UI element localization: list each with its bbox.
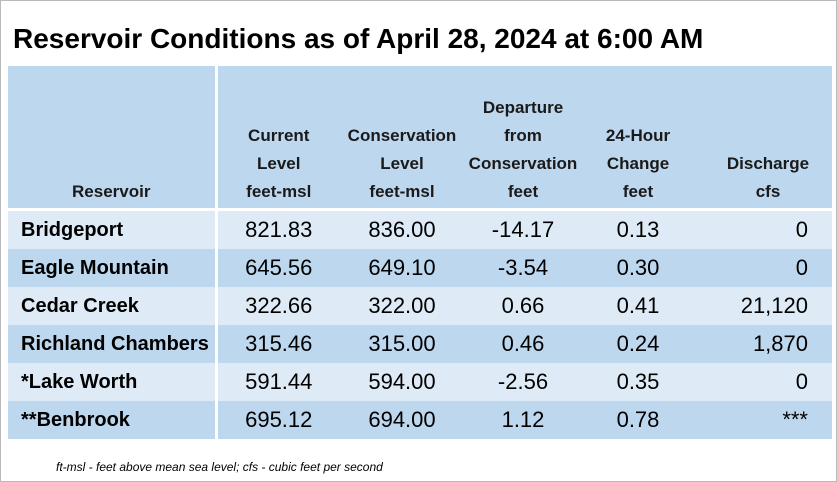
- cell-conservation-level: 322.00: [340, 287, 464, 325]
- cell-conservation-level: 315.00: [340, 325, 464, 363]
- header-line: Change: [606, 154, 670, 173]
- cell-24-hour-change: 0.41: [582, 287, 694, 325]
- cell-reservoir: Cedar Creek: [8, 287, 218, 325]
- header-line: Departure: [482, 98, 564, 117]
- header-line: from: [504, 126, 542, 145]
- header-row: Reservoir Current Level feet-msl Conservat…: [8, 66, 832, 211]
- cell-conservation-level: 836.00: [340, 209, 464, 249]
- cell-discharge: 0: [694, 249, 832, 287]
- cell-departure: -14.17: [464, 209, 582, 249]
- cell-discharge: 0: [694, 363, 832, 401]
- header-24-hour-change: 24-Hour Change feet: [582, 66, 694, 211]
- cell-departure: -3.54: [464, 249, 582, 287]
- reservoir-table: Reservoir Current Level feet-msl Conservat…: [8, 66, 832, 439]
- header-line: feet-msl: [369, 182, 435, 201]
- cell-24-hour-change: 0.78: [582, 401, 694, 439]
- cell-24-hour-change: 0.24: [582, 325, 694, 363]
- cell-24-hour-change: 0.30: [582, 249, 694, 287]
- cell-discharge: 21,120: [694, 287, 832, 325]
- footnote: ft-msl - feet above mean sea level; cfs …: [56, 460, 383, 474]
- cell-reservoir: Eagle Mountain: [8, 249, 218, 287]
- header-line: Level: [257, 154, 301, 173]
- header-line: feet-msl: [246, 182, 312, 201]
- cell-discharge: ***: [694, 401, 832, 439]
- header-line: Reservoir: [72, 182, 151, 201]
- header-line: Conservation: [347, 126, 457, 145]
- cell-discharge: 0: [694, 209, 832, 249]
- header-conservation-level: Conservation Level feet-msl: [340, 66, 464, 211]
- header-line: Level: [380, 154, 424, 173]
- header-discharge: Discharge cfs: [694, 66, 832, 211]
- cell-discharge: 1,870: [694, 325, 832, 363]
- cell-current-level: 821.83: [216, 209, 340, 249]
- cell-conservation-level: 594.00: [340, 363, 464, 401]
- cell-current-level: 695.12: [216, 401, 340, 439]
- table-row: Richland Chambers 315.46 315.00 0.46 0.24 1,8…: [8, 325, 832, 363]
- header-line: feet: [622, 182, 654, 201]
- cell-departure: 1.12: [464, 401, 582, 439]
- cell-departure: -2.56: [464, 363, 582, 401]
- cell-24-hour-change: 0.35: [582, 363, 694, 401]
- table-row: Cedar Creek 322.66 322.00 0.66 0.41 21,120: [8, 287, 832, 325]
- cell-conservation-level: 694.00: [340, 401, 464, 439]
- header-reservoir: Reservoir: [8, 66, 218, 211]
- header-line: Current: [248, 126, 310, 145]
- page-title: Reservoir Conditions as of April 28, 202…: [13, 23, 704, 54]
- table-row: Bridgeport 821.83 836.00 -14.17 0.13 0: [8, 209, 832, 249]
- cell-current-level: 322.66: [216, 287, 340, 325]
- cell-conservation-level: 649.10: [340, 249, 464, 287]
- header-line: Conservation: [468, 154, 578, 173]
- header-current-level: Current Level feet-msl: [216, 66, 340, 211]
- cell-current-level: 591.44: [216, 363, 340, 401]
- header-line: cfs: [755, 182, 781, 201]
- table-row: Eagle Mountain 645.56 649.10 -3.54 0.30 0: [8, 249, 832, 287]
- cell-current-level: 645.56: [216, 249, 340, 287]
- cell-reservoir: *Lake Worth: [8, 363, 218, 401]
- table-row: **Benbrook 695.12 694.00 1.12 0.78 ***: [8, 401, 832, 439]
- header-line: Discharge: [726, 154, 810, 173]
- cell-departure: 0.46: [464, 325, 582, 363]
- cell-reservoir: **Benbrook: [8, 401, 218, 439]
- table-body: Bridgeport 821.83 836.00 -14.17 0.13 0 Eagle M…: [8, 209, 832, 439]
- cell-24-hour-change: 0.13: [582, 209, 694, 249]
- cell-departure: 0.66: [464, 287, 582, 325]
- header-line: feet: [507, 182, 539, 201]
- cell-reservoir: Richland Chambers: [8, 325, 218, 363]
- cell-current-level: 315.46: [216, 325, 340, 363]
- table-row: *Lake Worth 591.44 594.00 -2.56 0.35 0: [8, 363, 832, 401]
- cell-reservoir: Bridgeport: [8, 209, 218, 249]
- header-departure: Departure from Conservation feet: [464, 66, 582, 211]
- header-line: 24-Hour: [605, 126, 671, 145]
